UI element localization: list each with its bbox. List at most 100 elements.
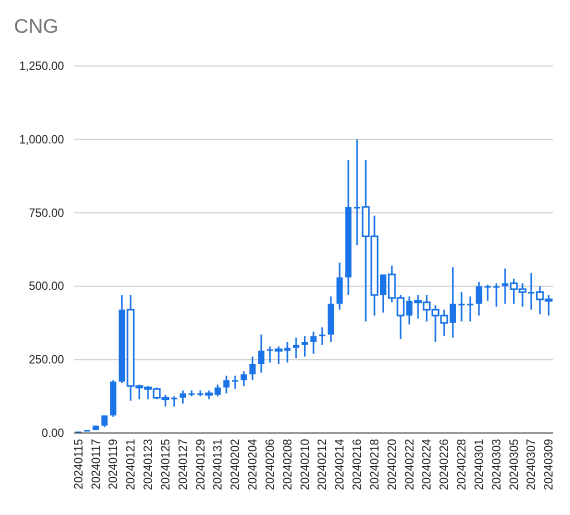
candle: [493, 283, 500, 307]
candle: [266, 346, 274, 363]
x-tick-label: 20240129: [195, 439, 207, 490]
x-tick-label: 20240121: [126, 439, 138, 490]
candle-body-up: [249, 364, 256, 375]
candle-body-up: [188, 393, 195, 395]
candle-body-up: [101, 415, 108, 426]
candle: [214, 384, 221, 397]
candle: [518, 283, 527, 307]
x-tick-label: 20240301: [474, 439, 486, 490]
x-axis-ticks: 20240115 20240117 20240119 20240121 20240123…: [73, 438, 555, 490]
candle: [144, 386, 152, 400]
candle-body-up: [493, 286, 500, 288]
candle-body-down: [518, 288, 527, 293]
x-tick-label: 20240125: [160, 439, 172, 490]
candle-body-up: [75, 431, 82, 434]
candle-body-up: [467, 303, 474, 306]
candle: [467, 296, 474, 322]
candle: [370, 215, 379, 316]
candle-body-up: [345, 206, 352, 278]
candle-body-up: [179, 393, 186, 398]
candle-body-down: [205, 392, 213, 396]
candle: [240, 371, 247, 387]
candle-body-down: [152, 388, 161, 399]
candle-body-down: [422, 301, 431, 311]
x-tick-label: 20240216: [352, 439, 364, 490]
candle: [319, 327, 326, 345]
candle-body-up: [266, 349, 274, 351]
candle-body-up: [292, 344, 300, 348]
x-tick-label: 20240202: [230, 439, 242, 490]
candle: [509, 278, 518, 304]
candle-body-up: [475, 286, 483, 304]
candle-body-up: [458, 303, 465, 306]
candle: [171, 396, 178, 407]
candle-body-up: [92, 425, 99, 431]
candle: [422, 295, 431, 322]
x-tick-label: 20240222: [404, 439, 416, 490]
candle: [197, 390, 204, 397]
candle: [92, 425, 99, 431]
x-tick-label: 20240210: [300, 439, 312, 490]
y-tick-label: 0.00: [42, 428, 64, 440]
candle: [223, 375, 230, 394]
candle: [126, 295, 135, 401]
candle-body-up: [319, 334, 326, 337]
candle: [118, 295, 126, 384]
candle-body-up: [353, 206, 361, 209]
x-tick-label: 20240218: [369, 439, 381, 490]
candle-body-down: [161, 396, 170, 401]
candle-body-down: [544, 298, 553, 302]
x-tick-label: 20240123: [143, 439, 155, 490]
y-axis-ticks: 0.00 250.00 500.00 750.00 1,000.00 1,250.00: [19, 61, 64, 440]
candle-body-up: [223, 380, 230, 388]
candle-body-up: [528, 292, 535, 294]
candle-body-up: [406, 300, 413, 316]
candle-body-up: [258, 350, 265, 365]
x-tick-label: 20240204: [248, 438, 260, 490]
candle: [284, 341, 291, 363]
candle: [380, 274, 387, 313]
candle: [414, 295, 422, 319]
candle: [301, 336, 308, 357]
candle-body-down: [414, 300, 422, 304]
candle-body-down: [361, 206, 370, 238]
x-tick-label: 20240220: [387, 439, 399, 490]
candle-body-up: [327, 303, 335, 335]
candle: [110, 380, 117, 417]
candle-body-down: [431, 308, 440, 317]
candle-body-up: [501, 283, 509, 287]
candle: [536, 286, 544, 315]
candle: [353, 139, 361, 246]
x-tick-label: 20240115: [73, 439, 85, 489]
x-tick-label: 20240131: [213, 439, 225, 490]
candle: [345, 159, 352, 296]
candle-body-up: [449, 303, 456, 323]
candle: [528, 272, 535, 310]
candle-body-down: [396, 297, 405, 317]
y-tick-label: 1,000.00: [19, 134, 64, 146]
candle-body-down: [536, 291, 544, 301]
candle-body-up: [484, 286, 491, 288]
candle-body-up: [301, 341, 308, 345]
y-tick-label: 750.00: [29, 208, 64, 220]
candle-body-up: [284, 347, 291, 351]
candle: [501, 268, 509, 304]
x-tick-label: 20240119: [108, 439, 120, 489]
candles-layer: [75, 139, 553, 434]
candle: [205, 390, 213, 400]
candle-body-down: [440, 314, 449, 324]
candle-body-up: [240, 374, 247, 381]
candle: [406, 296, 413, 325]
candle-body-up: [197, 393, 204, 395]
candle-body-down: [370, 235, 379, 296]
x-tick-label: 20240127: [178, 439, 190, 490]
grid-layer: [74, 65, 553, 361]
candle: [152, 387, 161, 400]
candle: [458, 292, 465, 322]
x-tick-label: 20240212: [317, 439, 329, 490]
x-tick-label: 20240117: [91, 439, 103, 489]
candle-body-up: [118, 309, 126, 382]
candle: [231, 375, 239, 389]
candle: [83, 430, 91, 432]
candle-body-up: [231, 380, 239, 382]
